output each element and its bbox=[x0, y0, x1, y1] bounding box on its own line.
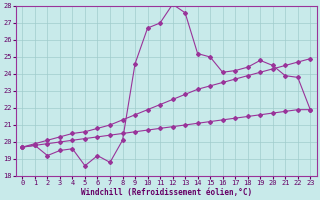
X-axis label: Windchill (Refroidissement éolien,°C): Windchill (Refroidissement éolien,°C) bbox=[81, 188, 252, 197]
